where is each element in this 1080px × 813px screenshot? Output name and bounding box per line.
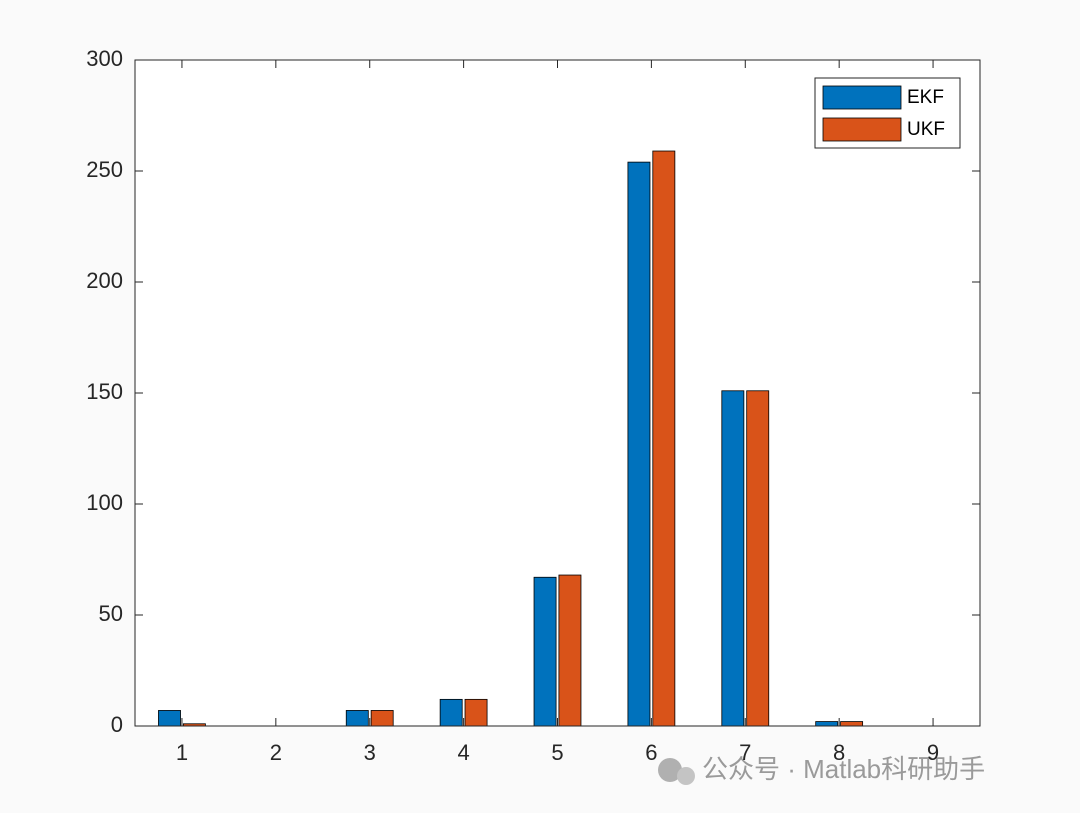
x-tick-label: 9 bbox=[927, 740, 939, 765]
y-tick-label: 150 bbox=[86, 379, 123, 404]
x-tick-label: 4 bbox=[457, 740, 469, 765]
y-tick-label: 50 bbox=[99, 601, 123, 626]
bar bbox=[370, 710, 394, 727]
watermark-icon bbox=[658, 758, 682, 782]
x-tick-label: 5 bbox=[551, 740, 563, 765]
y-tick-label: 0 bbox=[111, 712, 123, 737]
watermark-group: 公众号 · Matlab科研助手 bbox=[658, 754, 985, 785]
y-tick-label: 300 bbox=[86, 46, 123, 71]
x-tick-label: 1 bbox=[176, 740, 188, 765]
bar bbox=[840, 721, 864, 727]
bar bbox=[558, 574, 582, 727]
legend-swatch bbox=[822, 85, 902, 110]
legend-swatch bbox=[822, 117, 902, 142]
y-tick-label: 250 bbox=[86, 157, 123, 182]
bar bbox=[721, 390, 745, 727]
legend-label: EKF bbox=[907, 87, 944, 108]
x-tick-label: 2 bbox=[270, 740, 282, 765]
bar bbox=[464, 698, 488, 727]
legend: EKF UKF bbox=[814, 77, 961, 149]
bar bbox=[746, 390, 770, 727]
y-tick-label: 100 bbox=[86, 490, 123, 515]
bar bbox=[815, 721, 839, 727]
bar bbox=[158, 710, 181, 727]
y-tick-label: 200 bbox=[86, 268, 123, 293]
bar bbox=[533, 576, 557, 727]
x-tick-label: 7 bbox=[739, 740, 751, 765]
bar bbox=[652, 150, 676, 727]
bar bbox=[439, 698, 463, 727]
axes-background bbox=[135, 60, 980, 726]
x-tick-label: 8 bbox=[833, 740, 845, 765]
watermark-icon bbox=[677, 767, 695, 785]
watermark: 公众号 · Matlab科研助手 bbox=[702, 754, 985, 784]
bar bbox=[345, 710, 369, 727]
legend-label: UKF bbox=[907, 119, 945, 140]
plot-area bbox=[158, 150, 864, 727]
bar bbox=[627, 161, 651, 727]
x-tick-label: 6 bbox=[645, 740, 657, 765]
x-tick-label: 3 bbox=[364, 740, 376, 765]
